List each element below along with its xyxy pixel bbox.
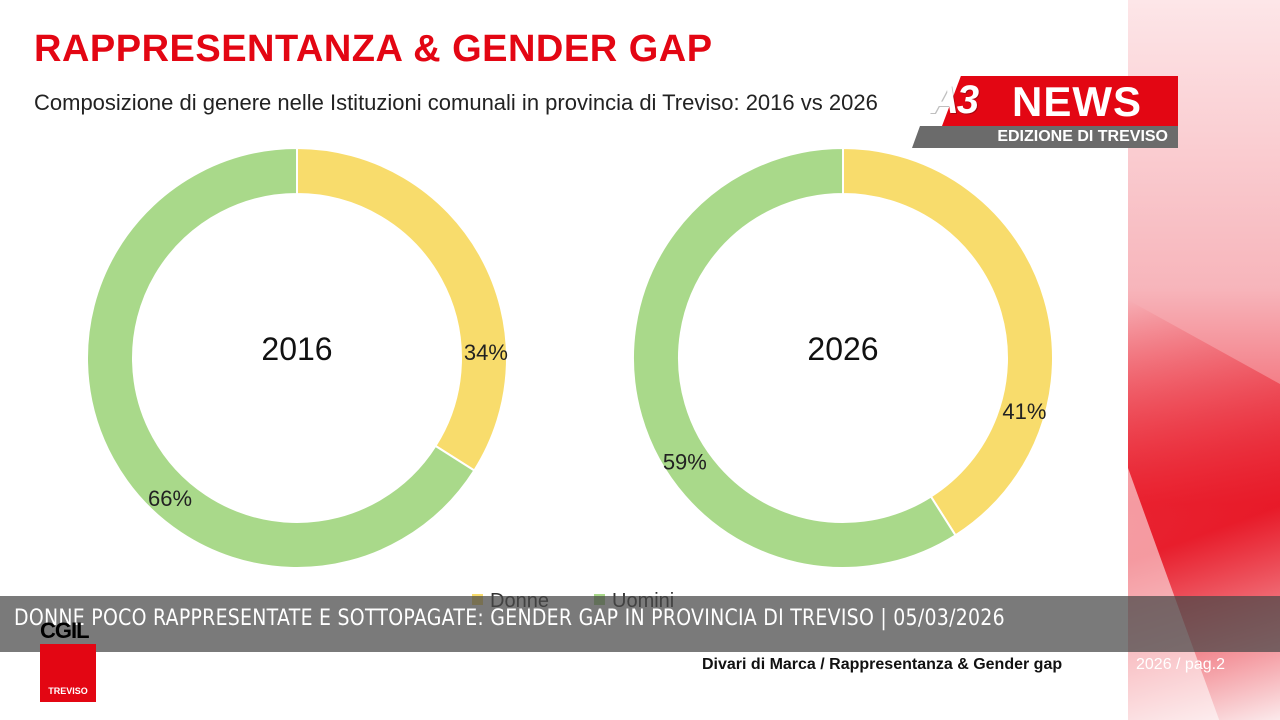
donut-slice-donne-2026 bbox=[842, 146, 1054, 537]
footer-section-title: Divari di Marca / Rappresentanza & Gende… bbox=[702, 656, 1063, 673]
data-label-uomini-2016: 66% bbox=[148, 486, 192, 511]
cgil-word: CGIL bbox=[40, 618, 90, 643]
data-label-donne-2026: 41% bbox=[1002, 399, 1046, 424]
logo-bar bbox=[942, 76, 1178, 126]
cgil-city: TREVISO bbox=[48, 686, 88, 696]
data-label-donne-2016: 34% bbox=[464, 340, 508, 365]
ticker-text: DONNE POCO RAPPRESENTATE E SOTTOPAGATE: … bbox=[14, 606, 1005, 631]
cgil-red-box bbox=[40, 644, 96, 702]
logo-edition: EDIZIONE DI TREVISO bbox=[912, 126, 1178, 148]
news-ticker: DONNE POCO RAPPRESENTATE E SOTTOPAGATE: … bbox=[0, 596, 1280, 652]
slide-title: RAPPRESENTANZA & GENDER GAP bbox=[34, 28, 713, 70]
donut-slice-donne-2016 bbox=[296, 146, 508, 472]
slide-subtitle: Composizione di genere nelle Istituzioni… bbox=[34, 90, 878, 115]
donut-slice-uomini-2026 bbox=[632, 146, 957, 569]
cgil-logo: CGIL TREVISO bbox=[40, 616, 96, 702]
a3-news-logo: A3 NEWS EDIZIONE DI TREVISO bbox=[912, 76, 1178, 148]
donut-slice-uomini-2016 bbox=[86, 146, 476, 569]
data-label-uomini-2026: 59% bbox=[663, 449, 707, 474]
logo-a3: A3 bbox=[930, 78, 979, 122]
footer-page-number: 2026 / pag.2 bbox=[1136, 656, 1225, 673]
donut-center-label: 2026 bbox=[807, 331, 878, 367]
donut-center-label: 2016 bbox=[261, 331, 332, 367]
logo-news: NEWS bbox=[1012, 78, 1142, 125]
